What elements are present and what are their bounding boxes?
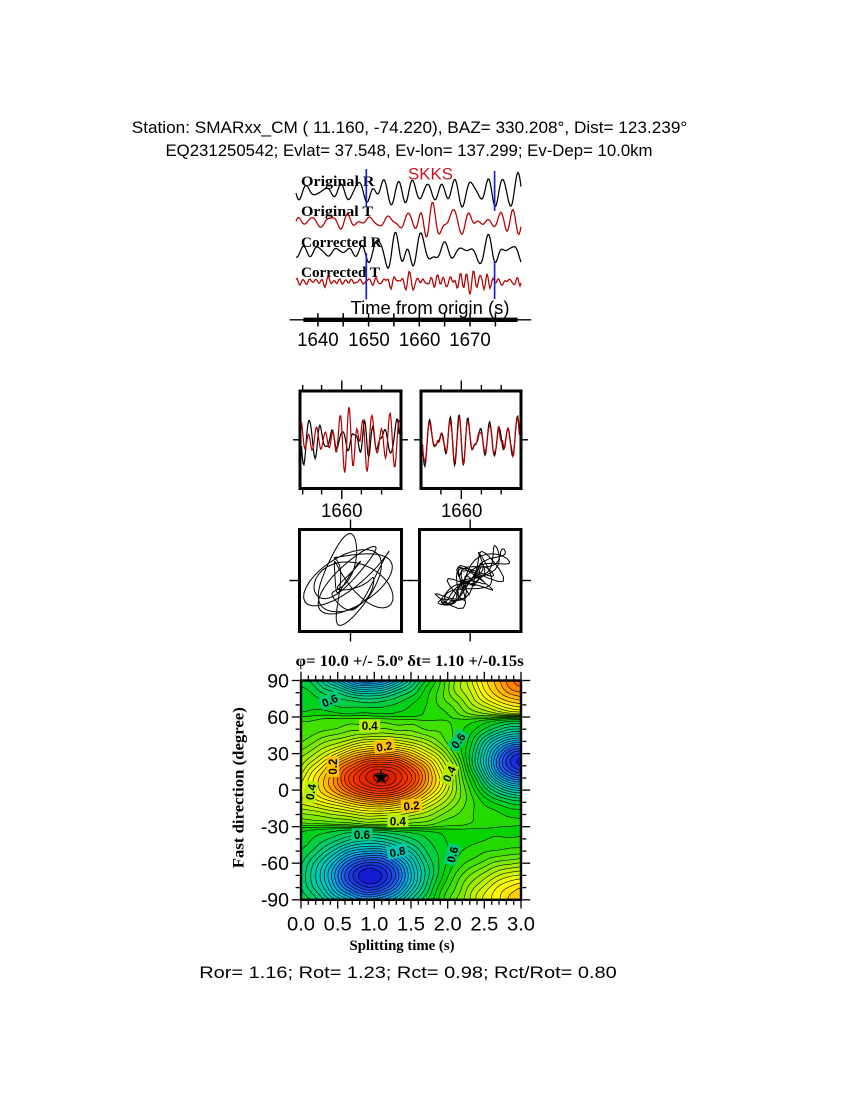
svg-text:2.5: 2.5 (470, 913, 498, 935)
svg-text:Time from origin (s): Time from origin (s) (351, 297, 510, 318)
svg-text:EQ231250542; Evlat= 37.548, E: EQ231250542; Evlat= 37.548, Ev-lon= 137.… (166, 141, 653, 160)
svg-text:φ= 10.0 +/- 5.0º δt= 1.10 +/-0: φ= 10.0 +/- 5.0º δt= 1.10 +/-0.15s (296, 653, 524, 670)
svg-text:0.6: 0.6 (446, 846, 462, 865)
svg-text:0.2: 0.2 (376, 740, 394, 755)
svg-text:Fast direction (degree): Fast direction (degree) (230, 707, 247, 868)
svg-text:1.0: 1.0 (360, 913, 388, 935)
svg-text:-90: -90 (261, 890, 289, 912)
svg-text:0.2: 0.2 (328, 759, 340, 775)
svg-text:-60: -60 (261, 853, 289, 875)
svg-text:1660: 1660 (321, 500, 363, 522)
svg-text:0.4: 0.4 (362, 721, 379, 733)
svg-text:0.5: 0.5 (324, 913, 352, 935)
svg-text:0.2: 0.2 (403, 800, 420, 813)
svg-text:1650: 1650 (348, 329, 390, 351)
svg-text:0: 0 (278, 780, 289, 802)
svg-text:1660: 1660 (399, 329, 441, 351)
svg-text:Corrected R: Corrected R (301, 235, 382, 251)
svg-text:1660: 1660 (441, 500, 483, 522)
svg-text:0.4: 0.4 (305, 783, 320, 801)
svg-text:90: 90 (267, 670, 289, 692)
svg-text:0.4: 0.4 (390, 816, 407, 828)
svg-text:-30: -30 (261, 817, 289, 839)
svg-text:Ror= 1.16; Rot= 1.23; Rct= 0.9: Ror= 1.16; Rot= 1.23; Rct= 0.98; Rct/Rot… (199, 963, 617, 982)
svg-text:0.8: 0.8 (389, 845, 408, 860)
svg-text:1670: 1670 (449, 329, 491, 351)
svg-text:Original T: Original T (301, 204, 373, 220)
svg-text:Splitting time (s): Splitting time (s) (350, 938, 455, 954)
svg-text:SKKS: SKKS (408, 164, 453, 183)
svg-text:1.5: 1.5 (397, 913, 425, 935)
svg-text:3.0: 3.0 (507, 913, 535, 935)
svg-text:1640: 1640 (297, 329, 339, 351)
svg-text:Station: SMARxx_CM ( 11.160,: Station: SMARxx_CM ( 11.160, -74.220), B… (132, 118, 688, 137)
svg-text:Corrected T: Corrected T (301, 265, 380, 281)
svg-text:2.0: 2.0 (434, 913, 462, 935)
svg-text:Original R: Original R (301, 174, 375, 190)
svg-text:30: 30 (267, 743, 289, 765)
svg-text:0.0: 0.0 (287, 913, 315, 935)
svg-text:0.6: 0.6 (354, 830, 370, 842)
svg-text:60: 60 (267, 707, 289, 729)
